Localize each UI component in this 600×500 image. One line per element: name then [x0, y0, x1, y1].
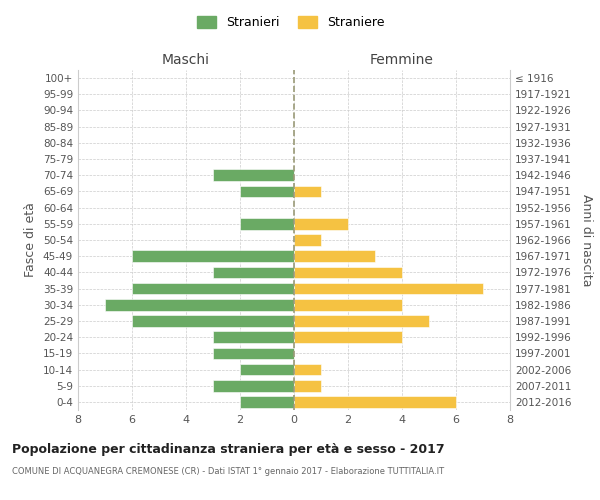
Y-axis label: Anni di nascita: Anni di nascita	[580, 194, 593, 286]
Bar	[294, 396, 456, 407]
Text: Femmine: Femmine	[370, 54, 434, 68]
Bar	[240, 218, 294, 230]
Text: Popolazione per cittadinanza straniera per età e sesso - 2017: Popolazione per cittadinanza straniera p…	[12, 442, 445, 456]
Bar	[294, 364, 321, 376]
Y-axis label: Fasce di età: Fasce di età	[25, 202, 37, 278]
Bar	[294, 186, 321, 198]
Text: Maschi: Maschi	[162, 54, 210, 68]
Bar	[294, 380, 321, 392]
Bar	[294, 250, 375, 262]
Bar	[294, 234, 321, 246]
Bar	[132, 250, 294, 262]
Bar	[240, 364, 294, 376]
Bar	[240, 186, 294, 198]
Text: COMUNE DI ACQUANEGRA CREMONESE (CR) - Dati ISTAT 1° gennaio 2017 - Elaborazione : COMUNE DI ACQUANEGRA CREMONESE (CR) - Da…	[12, 468, 444, 476]
Bar	[213, 170, 294, 181]
Bar	[213, 332, 294, 343]
Bar	[294, 332, 402, 343]
Bar	[213, 348, 294, 359]
Legend: Stranieri, Straniere: Stranieri, Straniere	[193, 11, 389, 34]
Bar	[132, 315, 294, 327]
Bar	[105, 299, 294, 310]
Bar	[213, 380, 294, 392]
Bar	[294, 266, 402, 278]
Bar	[294, 218, 348, 230]
Bar	[240, 396, 294, 407]
Bar	[213, 266, 294, 278]
Bar	[294, 282, 483, 294]
Bar	[294, 315, 429, 327]
Bar	[294, 299, 402, 310]
Bar	[132, 282, 294, 294]
